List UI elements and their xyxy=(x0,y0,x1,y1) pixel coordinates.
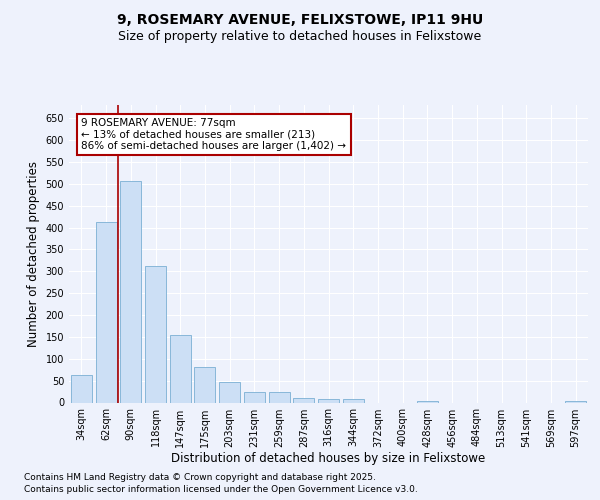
Text: Contains HM Land Registry data © Crown copyright and database right 2025.: Contains HM Land Registry data © Crown c… xyxy=(24,472,376,482)
Bar xyxy=(565,401,586,402)
Bar xyxy=(95,222,116,402)
Bar xyxy=(120,180,141,402)
Bar xyxy=(145,266,166,402)
Text: Contains public sector information licensed under the Open Government Licence v3: Contains public sector information licen… xyxy=(24,485,418,494)
Bar xyxy=(318,399,339,402)
X-axis label: Distribution of detached houses by size in Felixstowe: Distribution of detached houses by size … xyxy=(172,452,485,466)
Bar xyxy=(293,398,314,402)
Text: 9 ROSEMARY AVENUE: 77sqm
← 13% of detached houses are smaller (213)
86% of semi-: 9 ROSEMARY AVENUE: 77sqm ← 13% of detach… xyxy=(82,118,346,152)
Bar xyxy=(194,366,215,402)
Bar xyxy=(244,392,265,402)
Bar xyxy=(343,400,364,402)
Bar xyxy=(417,401,438,402)
Bar xyxy=(170,334,191,402)
Bar xyxy=(269,392,290,402)
Bar xyxy=(71,376,92,402)
Text: Size of property relative to detached houses in Felixstowe: Size of property relative to detached ho… xyxy=(118,30,482,43)
Y-axis label: Number of detached properties: Number of detached properties xyxy=(27,161,40,347)
Bar xyxy=(219,382,240,402)
Text: 9, ROSEMARY AVENUE, FELIXSTOWE, IP11 9HU: 9, ROSEMARY AVENUE, FELIXSTOWE, IP11 9HU xyxy=(117,12,483,26)
